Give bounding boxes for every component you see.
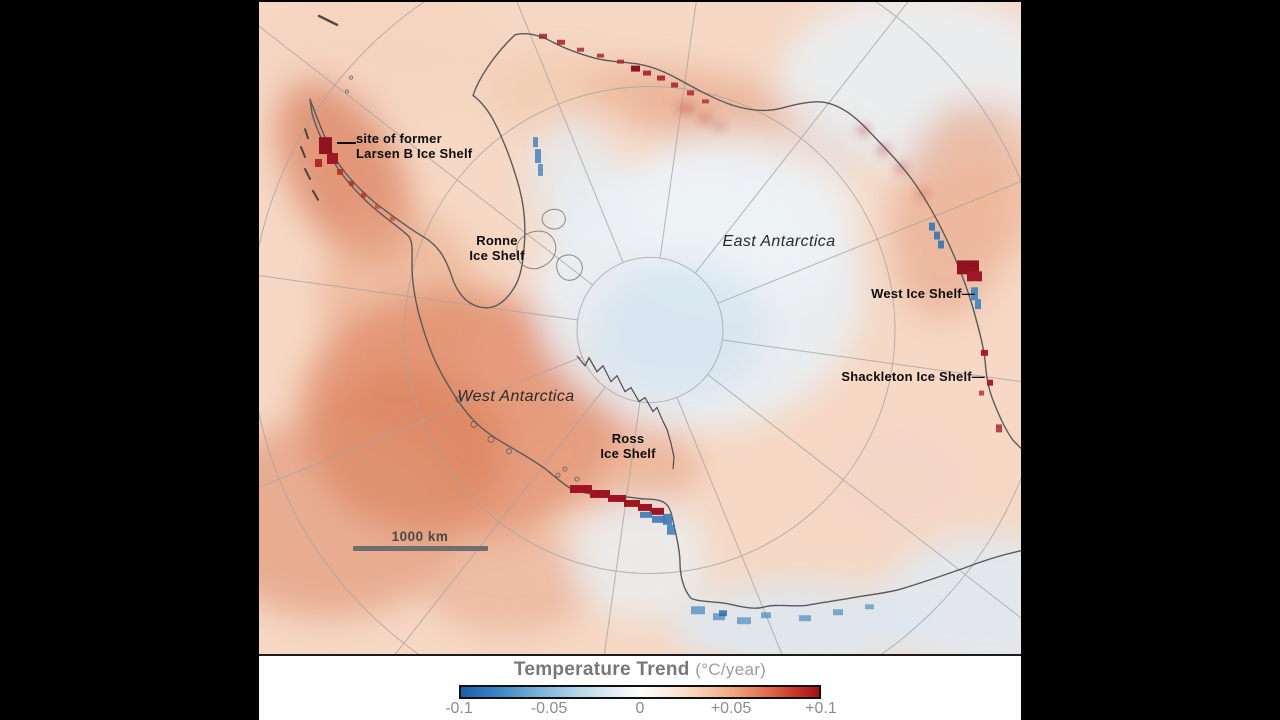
antarctica-map-panel: site of former Larsen B Ice Shelf Ronne … [259,2,1021,656]
east-antarctica-label: East Antarctica [722,233,836,250]
west-ice-shelf-label: West Ice Shelf— [871,286,975,301]
coastal-islets [344,75,580,482]
scale-bar [353,546,488,551]
colorbar-tick-min: -0.1 [445,700,473,717]
colorbar [459,685,821,699]
ronne-ice-outlines [516,208,583,281]
ronne-label-line1: Ronne [476,233,518,248]
antarctica-map-graphic [259,2,1021,654]
ronne-ice-shelf-label: Ronne Ice Shelf [469,233,524,263]
colorbar-tick-zero: 0 [635,700,645,717]
legend-panel: Temperature Trend (°C/year) -0.1 -0.05 0… [259,656,1021,720]
ross-label-line1: Ross [611,431,645,446]
anomaly-pixels [315,33,1002,625]
islands [300,14,339,201]
ronne-label-line2: Ice Shelf [469,248,525,263]
larsen-b-label-line1: site of former [356,131,442,146]
ross-ice-shelf-label: Ross Ice Shelf [600,431,655,461]
legend-title: Temperature Trend (°C/year) [259,659,1021,681]
scale-bar-label: 1000 km [391,529,449,544]
colorbar-tick-max: +0.1 [805,700,837,717]
larsen-leader-line [337,142,356,144]
west-antarctica-label: West Antarctica [457,388,575,405]
legend-units-text: (°C/year) [695,660,767,679]
larsen-b-label: site of former Larsen B Ice Shelf [356,131,472,161]
graticule [259,2,1021,654]
transantarctic-mountains-line [576,355,675,470]
legend-title-text: Temperature Trend [513,659,690,680]
shackleton-ice-shelf-label: Shackleton Ice Shelf— [841,369,985,384]
colorbar-tick-low: -0.05 [530,700,568,717]
ross-label-line2: Ice Shelf [600,446,656,461]
colorbar-tick-high: +0.05 [710,700,752,717]
larsen-b-label-line2: Larsen B Ice Shelf [356,146,473,161]
